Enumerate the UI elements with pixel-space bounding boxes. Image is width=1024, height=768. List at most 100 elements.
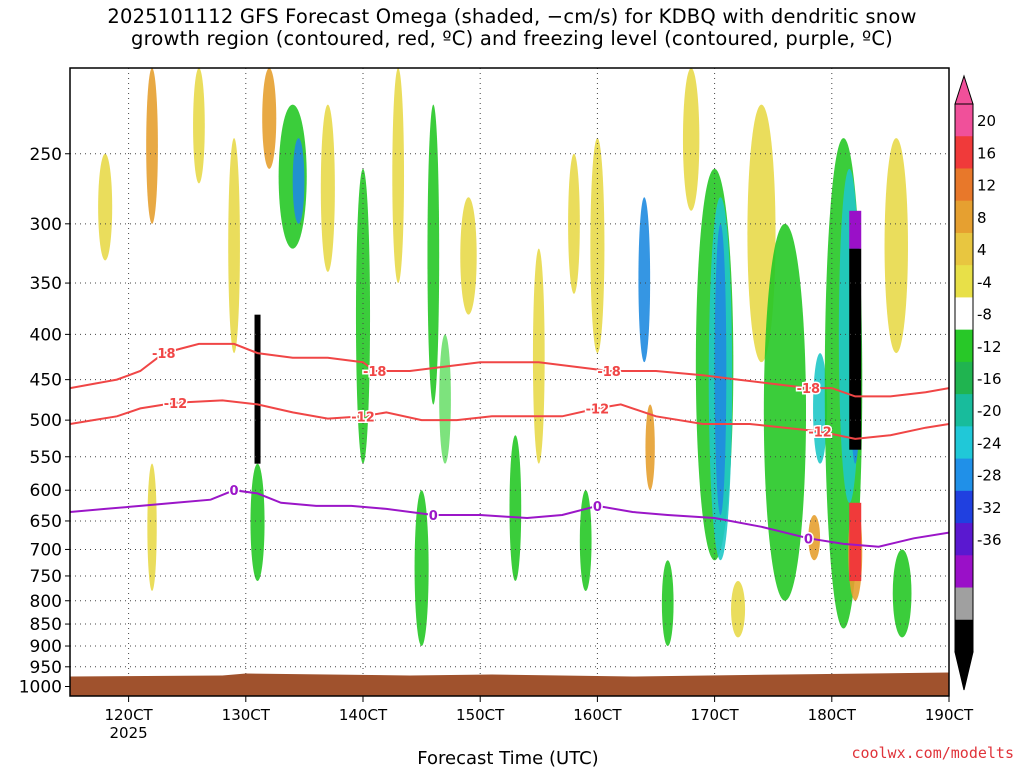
plot-frame — [69, 67, 950, 697]
omega-core-130ct — [254, 314, 261, 464]
contour-line--18 — [70, 342, 949, 398]
chart-title-line-1: 2025101112 GFS Forecast Omega (shaded, −… — [107, 5, 917, 28]
y-tick-label-950: 950 — [30, 658, 62, 678]
y-tick-label-750: 750 — [30, 567, 62, 587]
colorbar-swatch-4 — [955, 232, 973, 266]
colorbar-label-12: 12 — [977, 177, 996, 195]
colorbar-label--36: -36 — [977, 531, 1002, 549]
colorbar-label-20: 20 — [977, 112, 996, 130]
y-tick-label-900: 900 — [30, 637, 62, 657]
ground-layer — [70, 672, 949, 696]
x-tick-label-140CT: 140CT — [339, 706, 388, 724]
colorbar-swatch-12 — [955, 490, 973, 524]
x-tick-label-130CT: 130CT — [222, 706, 271, 724]
colorbar-swatch-5 — [955, 265, 973, 298]
x-tick-label-150CT: 150CT — [456, 706, 505, 724]
colorbar-swatch-7 — [955, 329, 973, 363]
omega-blob-15 — [568, 153, 580, 294]
omega-blob-13 — [509, 435, 522, 582]
omega-blob-4 — [262, 68, 277, 169]
contour-label--18-1: -18 — [363, 365, 387, 380]
y-axis: 2503003504004505005506006507007508008509… — [19, 145, 70, 698]
contour-label--12-0: -12 — [164, 397, 188, 412]
colorbar: 20 16 12 8 4 -4 -8 -12 -16 -20 -24 -28 -32 -36 — [954, 74, 1002, 691]
y-tick-label-800: 800 — [30, 592, 62, 612]
y-tick-label-700: 700 — [30, 540, 62, 560]
omega-blob-10 — [427, 104, 440, 405]
contour-line--12 — [70, 399, 949, 440]
omega-blob-6 — [292, 138, 305, 224]
omega-blob-38 — [892, 549, 912, 638]
colorbar-swatch-14 — [955, 555, 973, 589]
contour-label--18-3: -18 — [797, 382, 821, 397]
colorbar-swatch-6 — [955, 297, 973, 331]
omega-blob-14 — [532, 248, 545, 464]
chart-title: 2025101112 GFS Forecast Omega (shaded, −… — [0, 6, 1024, 50]
contour-label-0-1: 0 — [429, 509, 438, 524]
x-tick-label-190CT: 190CT — [925, 706, 974, 724]
colorbar-swatch-3 — [955, 200, 973, 234]
colorbar-swatch-9 — [955, 394, 973, 427]
credit-text: coolwx.com/modelts — [851, 744, 1014, 762]
omega-blob-18 — [645, 404, 655, 491]
contour-lines — [70, 342, 949, 548]
colorbar-swatch-0 — [955, 104, 973, 137]
omega-blob-31 — [808, 515, 821, 561]
contour-label--12-1: -12 — [351, 410, 375, 425]
colorbar-label--4: -4 — [977, 273, 992, 291]
omega-blob-19 — [682, 68, 700, 211]
colorbar-bottom-arrow — [954, 651, 974, 691]
x-tick-year: 2025 — [110, 724, 148, 742]
contour-label-0-3: 0 — [804, 532, 813, 547]
y-tick-label-850: 850 — [30, 615, 62, 635]
omega-blob-9 — [392, 68, 405, 284]
omega-blob-25 — [813, 353, 828, 464]
omega-blob-12 — [460, 197, 477, 315]
x-tick-label-120CT: 120CT — [104, 706, 153, 724]
colorbar-swatch-15 — [955, 587, 973, 621]
ground-fill — [70, 672, 949, 696]
omega-blob-34 — [414, 490, 429, 647]
y-tick-label-250: 250 — [30, 145, 62, 165]
colorbar-label--28: -28 — [977, 467, 1002, 485]
y-tick-label-350: 350 — [30, 274, 62, 294]
colorbar-label-8: 8 — [977, 209, 987, 227]
omega-blob-36 — [661, 560, 674, 647]
omega-blob-29 — [884, 138, 908, 354]
omega-blob-7 — [320, 104, 335, 272]
contour-label--18-2: -18 — [597, 365, 621, 380]
y-tick-label-550: 550 — [30, 448, 62, 468]
y-tick-label-450: 450 — [30, 371, 62, 391]
omega-positive-182ct — [849, 502, 862, 582]
chart-title-line-2: growth region (contoured, red, ºC) and f… — [131, 27, 893, 50]
y-tick-label-650: 650 — [30, 512, 62, 532]
colorbar-top-arrow — [954, 74, 974, 105]
contour-label-0-0: 0 — [230, 484, 239, 499]
colorbar-swatch-8 — [955, 361, 973, 395]
omega-blob-17 — [638, 197, 651, 363]
colorbar-label--20: -20 — [977, 402, 1002, 420]
omega-core-182ct — [849, 248, 862, 450]
y-tick-label-1000: 1000 — [19, 678, 62, 698]
colorbar-label--12: -12 — [977, 338, 1002, 356]
colorbar-label--16: -16 — [977, 370, 1002, 388]
omega-core-182ct-top — [849, 210, 862, 249]
omega-blob-0 — [98, 153, 113, 261]
x-axis: 120CT 130CT 140CT 150CT 160CT 170CT 180CT 190CT… — [104, 696, 974, 742]
x-tick-label-180CT: 180CT — [808, 706, 857, 724]
colorbar-label--8: -8 — [977, 306, 992, 324]
colorbar-swatch-1 — [955, 136, 973, 169]
omega-blob-16 — [590, 138, 605, 354]
colorbar-label--24: -24 — [977, 434, 1002, 452]
omega-blob-24 — [763, 223, 807, 601]
y-tick-label-500: 500 — [30, 411, 62, 431]
y-tick-label-300: 300 — [30, 215, 62, 235]
y-tick-label-600: 600 — [30, 481, 62, 501]
y-tick-label-400: 400 — [30, 325, 62, 345]
contour-label--18-0: -18 — [152, 347, 176, 362]
colorbar-swatch-11 — [955, 458, 973, 492]
omega-blob-3 — [228, 138, 240, 354]
colorbar-label-4: 4 — [977, 241, 987, 259]
